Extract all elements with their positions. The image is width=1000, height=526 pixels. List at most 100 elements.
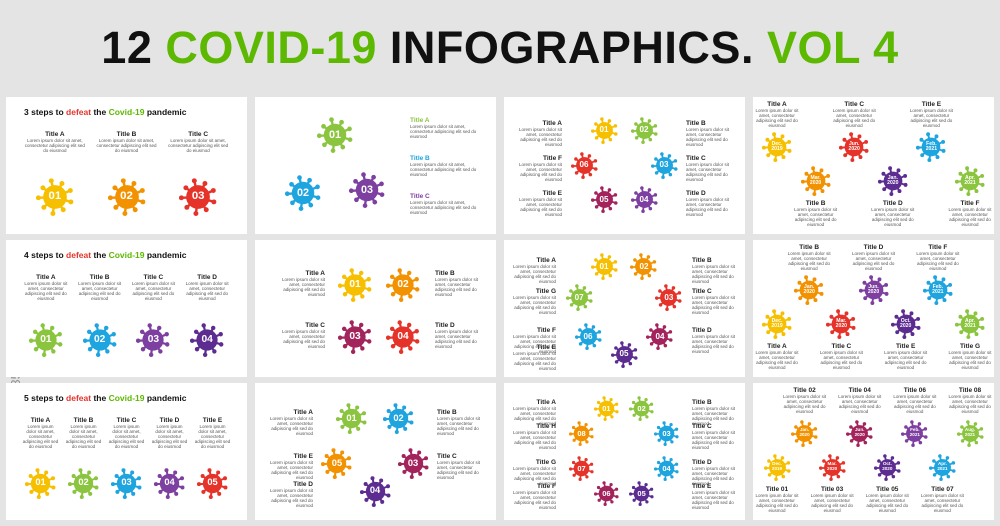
item-title: Title B [799, 244, 820, 251]
virus-part [367, 287, 372, 292]
virus-part [607, 188, 611, 192]
item-text: Lorem ipsum dolor sit amet, consectetur … [437, 460, 481, 481]
virus [569, 456, 594, 482]
virus-part [910, 419, 914, 424]
virus-part [941, 148, 946, 153]
virus-part [147, 323, 153, 328]
virus-part [599, 186, 604, 190]
item-text: Lorem ipsum dolor sit amet, consectetur … [686, 196, 730, 217]
virus-part [600, 276, 605, 281]
item-text: Lorem ipsum dolor sit amet, consectetur … [435, 277, 479, 297]
virus-part [858, 155, 863, 160]
virus-part [653, 260, 657, 264]
virus-part [881, 171, 886, 176]
virus-part [423, 465, 429, 470]
virus-part [662, 421, 666, 425]
virus-part [104, 349, 110, 354]
heading-part: defeat [66, 250, 92, 260]
virus-part [819, 168, 824, 173]
item-text: Lorem ipsum dolor sit amet, consectetur … [692, 333, 736, 354]
item-label: Title E Lorem ipsum dolor sit amet, conse… [692, 483, 740, 510]
virus-number: 01 [346, 412, 357, 423]
item-label: Title 05 Lorem ipsum dolor sit amet, cons… [862, 486, 912, 513]
item-label: Title B Lorem ipsum dolor sit amet, conse… [65, 417, 102, 449]
item-text: Lorem ipsum dolor sit amet, consectetur … [819, 350, 863, 370]
virus-part [650, 410, 654, 414]
virus-part [653, 156, 658, 161]
virus-part [935, 155, 940, 160]
item-text: Lorem ipsum dolor sit amet, consectetur … [686, 127, 730, 148]
virus-part [959, 187, 964, 192]
virus-part [660, 289, 678, 307]
virus-part [849, 424, 853, 429]
virus-part [398, 349, 404, 354]
virus-part [878, 458, 896, 476]
virus-part [615, 410, 619, 414]
item-title: Title C [188, 131, 209, 138]
slide: 01 Title A Lorem ipsum dolor sit amet, con… [504, 240, 745, 377]
virus-part [570, 163, 574, 168]
item-title: Title 08 [958, 387, 982, 394]
virus-part [669, 422, 673, 427]
virus-part [583, 305, 587, 309]
virus-part [906, 424, 924, 442]
heading-part: Covid-19 [108, 250, 145, 260]
virus-part [68, 481, 72, 486]
virus-part [655, 296, 659, 301]
virus-part [630, 129, 634, 133]
item-label: Title B Lorem ipsum dolor sit amet, conse… [76, 274, 124, 301]
item-title: Title E [921, 101, 942, 108]
virus-part [339, 119, 344, 125]
virus-part [325, 453, 330, 458]
virus-part [882, 453, 887, 458]
virus-part [813, 298, 818, 303]
virus-part [35, 195, 41, 201]
virus-part [392, 326, 414, 348]
item-text: Lorem ipsum dolor sit amet, consectetur … [151, 424, 188, 449]
item-text: Lorem ipsum dolor sit amet, consectetur … [269, 488, 313, 508]
virus-part [45, 491, 50, 496]
virus [653, 456, 679, 482]
virus-part [386, 335, 391, 340]
virus-part [598, 485, 615, 502]
virus-part [341, 274, 347, 279]
item-title: Title A [36, 274, 56, 281]
virus-part [653, 268, 657, 272]
item-label: Title D Lorem ipsum dolor sit amet, conse… [435, 322, 487, 349]
virus-part [608, 206, 612, 211]
item-text: Lorem ipsum dolor sit amet, consectetur … [437, 415, 481, 436]
heading-part: the [91, 250, 109, 260]
virus-part [656, 460, 661, 465]
item-title: Title B [89, 274, 110, 281]
virus-number: Dec. 2019 [771, 317, 783, 329]
item-title: Title E [692, 483, 712, 491]
item-text: Lorem ipsum dolor sit amet, consectetur … [851, 251, 896, 271]
virus-part [638, 417, 642, 421]
virus-part [415, 339, 420, 344]
virus-part [159, 473, 180, 493]
virus-part [830, 330, 835, 335]
virus-part [634, 135, 638, 140]
virus-number: Jan. 2020 [799, 427, 810, 437]
virus-part [603, 417, 607, 421]
virus-part [877, 179, 882, 184]
virus [593, 481, 619, 506]
virus-part [670, 475, 674, 479]
virus-part [580, 174, 585, 179]
virus-part [130, 181, 136, 186]
virus [956, 419, 984, 447]
virus-part [808, 440, 813, 444]
virus-number: Feb. 2021 [909, 427, 920, 437]
virus [82, 323, 117, 357]
virus-part [57, 332, 62, 337]
virus-part [202, 473, 223, 493]
item-title: Title F [536, 326, 556, 334]
virus-part [383, 417, 387, 422]
virus-part [409, 420, 414, 425]
virus-part [918, 421, 922, 426]
item-text: Lorem ipsum dolor sit amet, consectetur … [755, 493, 799, 513]
item-title: Title A [293, 408, 313, 416]
item-text: Lorem ipsum dolor sit amet, consectetur … [920, 493, 964, 513]
virus-part [590, 434, 594, 439]
virus-part [653, 432, 658, 436]
